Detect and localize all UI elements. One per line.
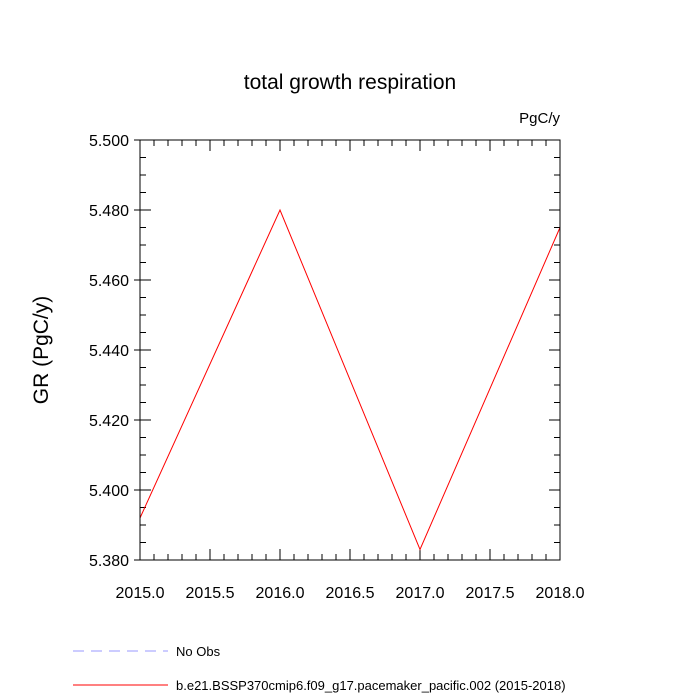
y-tick-label: 5.380 <box>89 553 129 570</box>
x-tick-label: 2018.0 <box>536 585 585 602</box>
series-line <box>139 208 561 551</box>
y-axis-label-group: GR (PgC/y) <box>30 296 53 405</box>
legend: No Obs b.e21.BSSP370cmip6.f09_g17.pacemak… <box>73 644 566 693</box>
tick-labels: 2015.0 2015.5 2016.0 2016.5 2017.0 2017.5 2018… <box>89 133 585 602</box>
axis-ticks <box>134 139 561 561</box>
y-tick-label: 5.400 <box>89 483 129 500</box>
x-tick-label: 2017.0 <box>396 585 445 602</box>
y-axis-label: GR (PgC/y) <box>30 296 53 405</box>
legend-label: b.e21.BSSP370cmip6.f09_g17.pacemaker_pac… <box>176 678 566 693</box>
x-tick-label: 2016.5 <box>326 585 375 602</box>
plot-series <box>139 208 561 551</box>
y-tick-label: 5.460 <box>89 273 129 290</box>
x-tick-label: 2016.0 <box>256 585 305 602</box>
x-tick-label: 2015.0 <box>116 585 165 602</box>
legend-label: No Obs <box>176 644 221 659</box>
y-tick-label: 5.480 <box>89 203 129 220</box>
x-tick-label: 2017.5 <box>466 585 515 602</box>
y-tick-label: 5.500 <box>89 133 129 150</box>
chart-title: total growth respiration <box>244 71 456 94</box>
y-tick-label: 5.420 <box>89 413 129 430</box>
plot-frame <box>139 139 561 561</box>
units-label: PgC/y <box>519 110 560 127</box>
y-tick-label: 5.440 <box>89 343 129 360</box>
x-tick-label: 2015.5 <box>186 585 235 602</box>
